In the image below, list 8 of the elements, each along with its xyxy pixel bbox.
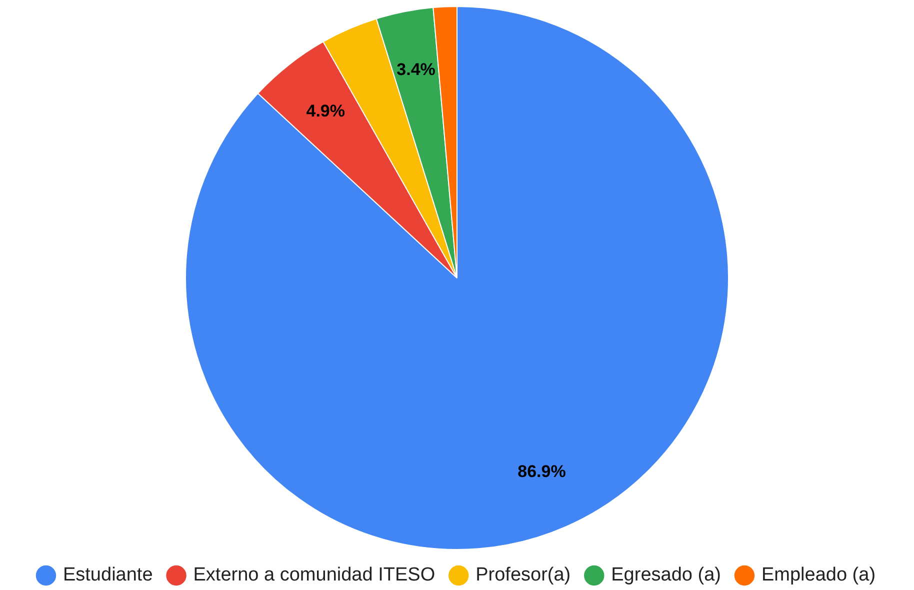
data-label: 3.4%: [396, 60, 436, 79]
legend-label: Profesor(a): [476, 564, 571, 586]
legend-label: Externo a comunidad ITESO: [193, 564, 436, 586]
legend-label: Estudiante: [62, 564, 153, 586]
data-label: 86.9%: [518, 462, 566, 481]
data-label: 4.9%: [306, 102, 346, 121]
legend-label: Egresado (a): [611, 564, 721, 586]
legend-label: Empleado (a): [761, 564, 876, 586]
